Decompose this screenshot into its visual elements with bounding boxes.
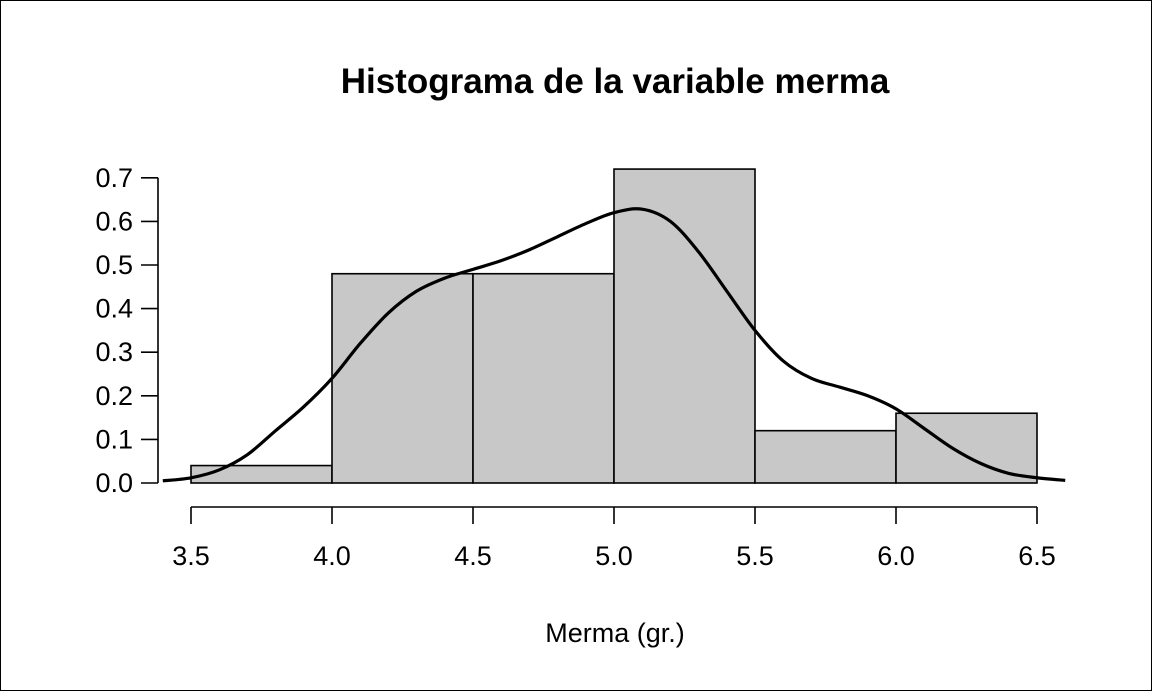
y-tick-label: 0.5 [95,250,133,280]
x-tick-label: 4.5 [454,541,492,571]
y-tick-label: 0.1 [95,424,133,454]
x-axis-label: Merma (gr.) [545,618,685,648]
y-tick-label: 0.0 [95,468,133,498]
x-tick-label: 4.0 [313,541,351,571]
density-curve-line [162,207,1066,483]
x-tick-label: 6.5 [1018,541,1056,571]
y-tick-label: 0.7 [95,163,133,193]
x-tick-label: 6.0 [877,541,915,571]
histogram-bar-4 [613,168,756,484]
bars-group [190,168,1038,484]
chart-title: Histograma de la variable merma [341,62,890,101]
histogram-bar-2 [331,272,474,484]
histogram-bar-1 [190,464,333,484]
histogram-bar-5 [754,429,897,484]
x-axis: 3.5 4.0 4.5 5.0 5.5 6.0 6.5 [172,506,1056,571]
y-tick-label: 0.6 [95,206,133,236]
y-tick-label: 0.3 [95,337,133,367]
y-axis: 0.0 0.1 0.2 0.3 0.4 0.5 0.6 0.7 [95,163,159,498]
y-tick-label: 0.2 [95,381,133,411]
x-tick-label: 3.5 [172,541,210,571]
density-curve-group [162,207,1066,483]
histogram-bar-3 [472,272,615,484]
y-tick-label: 0.4 [95,294,133,324]
x-tick-label: 5.0 [595,541,633,571]
x-tick-label: 5.5 [736,541,774,571]
